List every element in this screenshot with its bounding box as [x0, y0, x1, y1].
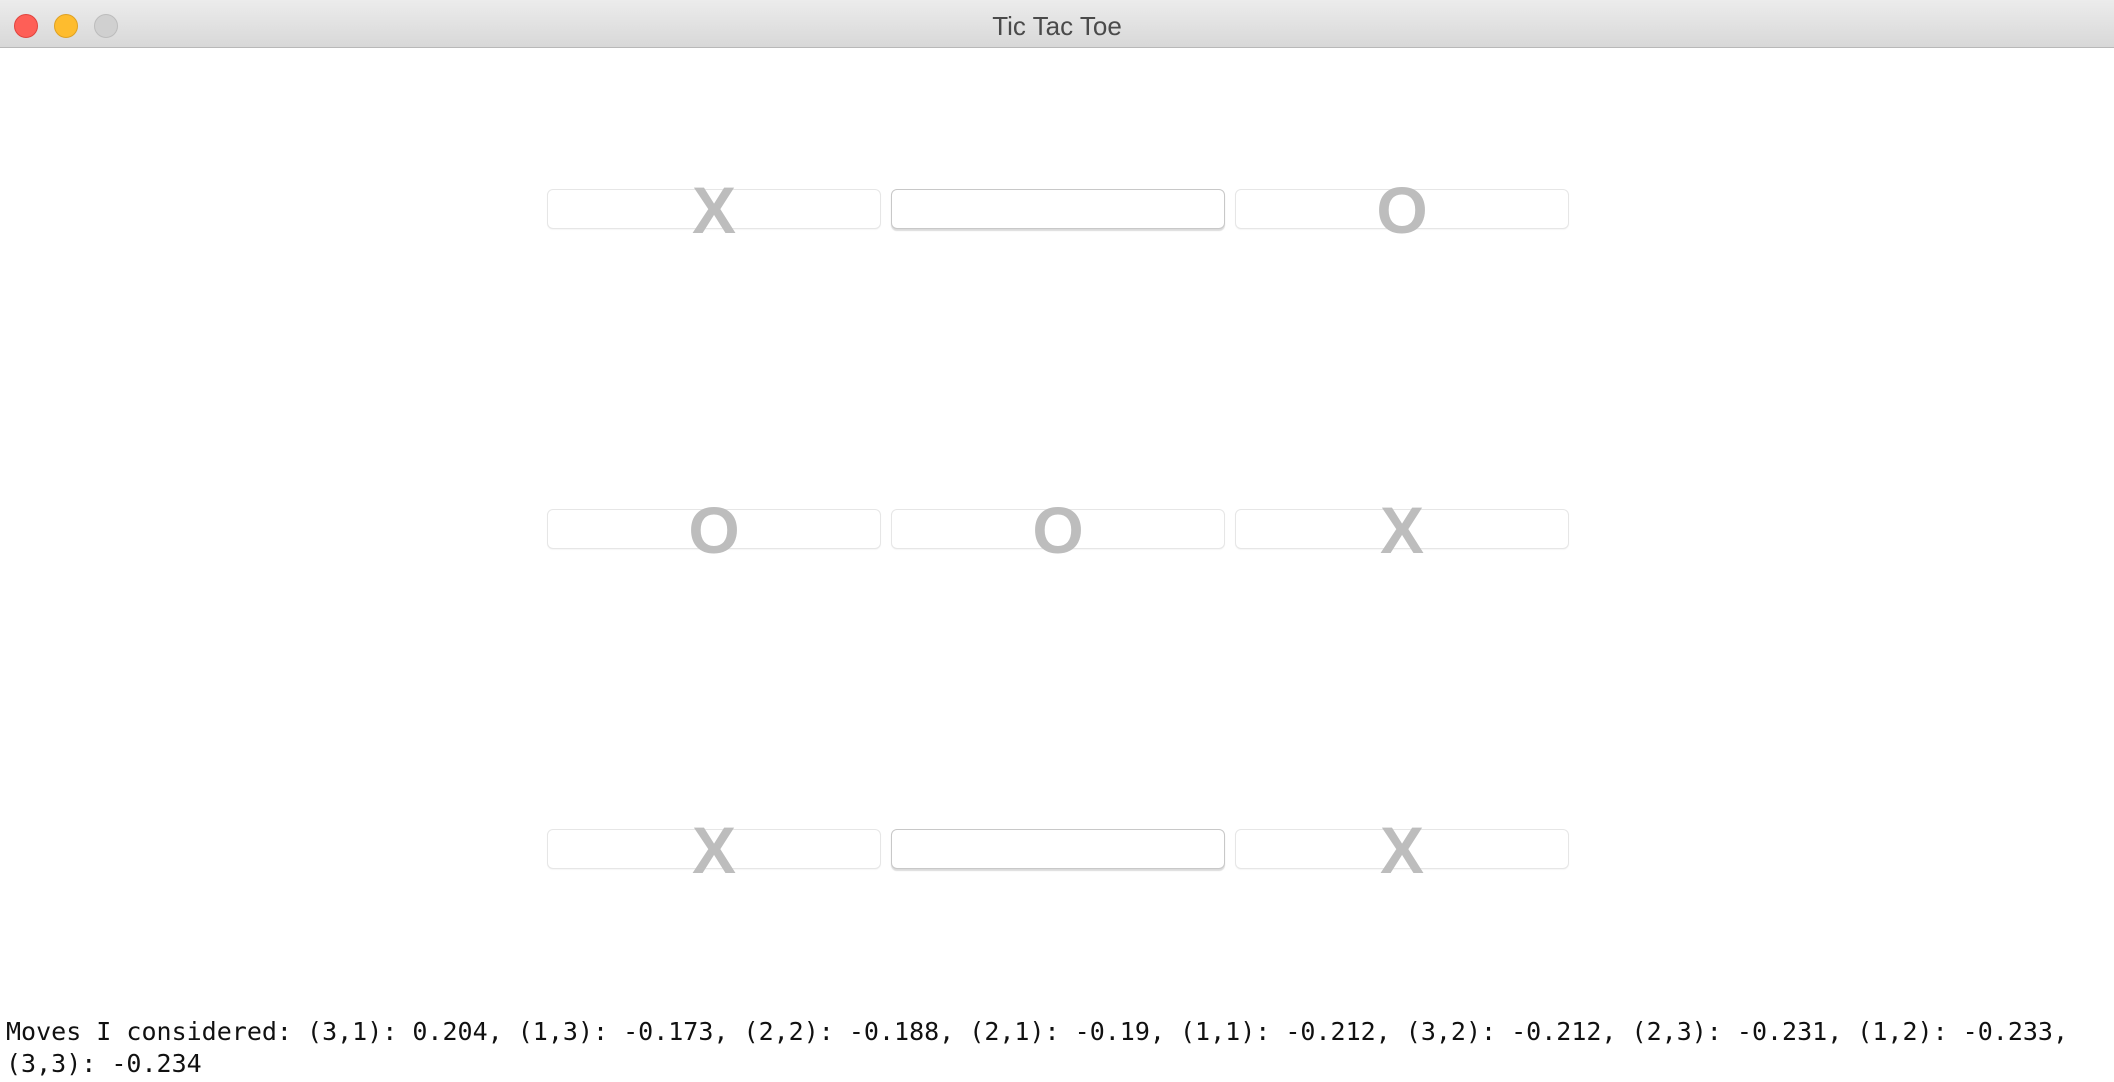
- cell-1-1[interactable]: X: [547, 173, 881, 247]
- moves-considered-output: Moves I considered: (3,1): 0.204, (1,3):…: [6, 1017, 2084, 1078]
- cell-2-1[interactable]: O: [547, 493, 881, 567]
- zoom-window-button: [94, 14, 118, 38]
- cell-mark: O: [1032, 493, 1084, 567]
- cell-3-3[interactable]: X: [1235, 813, 1569, 887]
- cell-1-3[interactable]: O: [1235, 173, 1569, 247]
- cell-mark: X: [1379, 493, 1425, 567]
- cell-2-3[interactable]: X: [1235, 493, 1569, 567]
- cell-2-2[interactable]: O: [891, 493, 1225, 567]
- title-bar: Tic Tac Toe: [0, 0, 2114, 48]
- game-board: X O O O X X X: [0, 48, 2114, 1008]
- cell-mark: O: [688, 493, 740, 567]
- window-title: Tic Tac Toe: [992, 11, 1122, 41]
- cell-mark: X: [1379, 813, 1425, 887]
- cell-1-2[interactable]: [891, 189, 1225, 229]
- cell-mark: X: [691, 173, 737, 247]
- cell-3-2[interactable]: [891, 829, 1225, 869]
- minimize-window-button[interactable]: [54, 14, 78, 38]
- cell-mark: X: [691, 813, 737, 887]
- cell-mark: O: [1376, 173, 1428, 247]
- close-window-button[interactable]: [14, 14, 38, 38]
- cell-3-1[interactable]: X: [547, 813, 881, 887]
